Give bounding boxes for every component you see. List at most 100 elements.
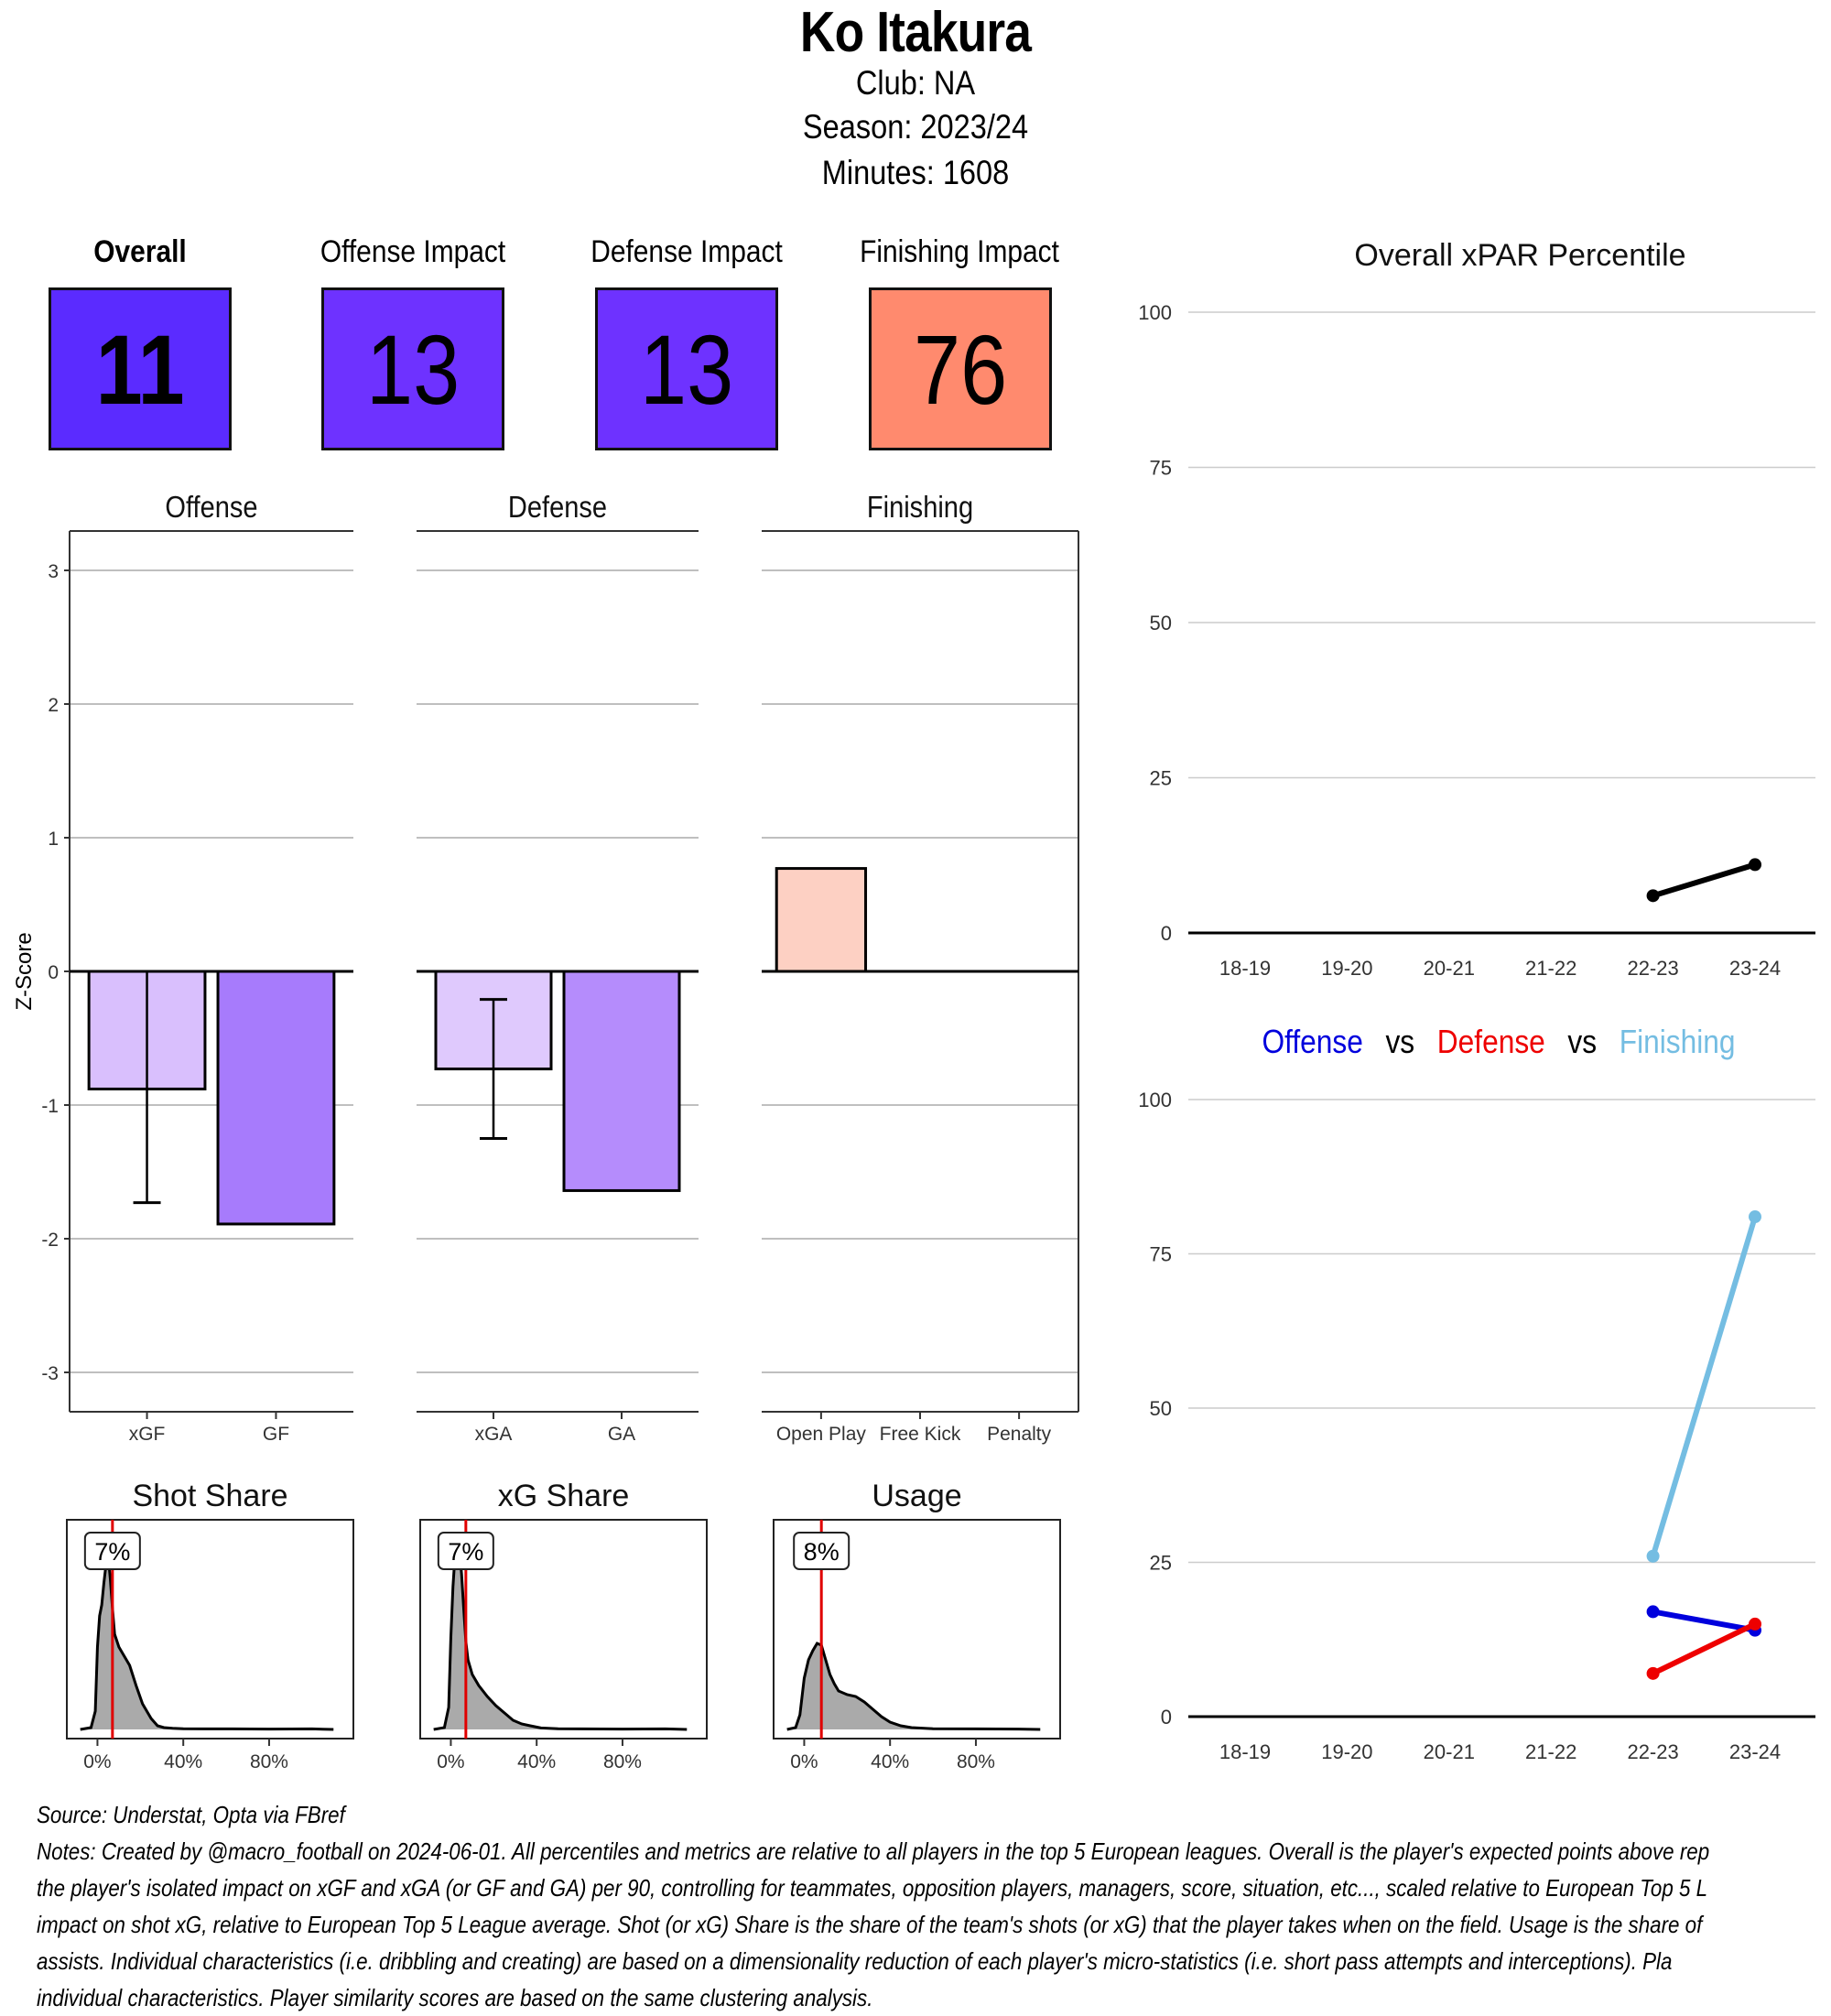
x-tick-label: GA <box>608 1424 635 1445</box>
y-tick-label: 100 <box>1138 301 1172 324</box>
y-tick-label: 3 <box>48 561 59 582</box>
legend-vs-2: vs <box>1567 1023 1598 1060</box>
series-line-offense <box>1652 1609 1756 1633</box>
offense-impact-box: 13 <box>321 287 504 450</box>
x-tick-label: 0% <box>437 1751 464 1772</box>
x-tick-label: 21-22 <box>1525 957 1576 980</box>
notes-line: assists. Individual characteristics (i.e… <box>37 1947 1673 1975</box>
x-tick-label: 23-24 <box>1729 1740 1781 1763</box>
x-tick-label: 40% <box>164 1751 202 1772</box>
defense-impact-value: 13 <box>639 313 734 425</box>
series-point-overall <box>1646 889 1660 903</box>
zscore-bar-charts: Z-Score Offense 3 2 1 0 -1 -2 -3 xGF GF Defense xGA G… <box>12 490 1079 1445</box>
value-label-box <box>83 1532 141 1570</box>
line-chart-title: Overall xPAR Percentile <box>1354 238 1685 273</box>
y-tick-label: 2 <box>48 695 59 716</box>
club-label: Club: NA <box>855 64 976 102</box>
value-label-box <box>793 1532 850 1570</box>
panel-title: Defense <box>508 490 607 524</box>
y-tick-label: 75 <box>1150 457 1172 480</box>
density-title: xG Share <box>498 1479 630 1513</box>
series-line-defense <box>1652 1621 1757 1676</box>
series-point-overall <box>1749 858 1761 872</box>
bar-gf <box>216 970 336 1226</box>
value-label-box <box>437 1532 494 1570</box>
y-tick-label: 0 <box>1161 922 1172 945</box>
x-tick-label: 20-21 <box>1424 1740 1475 1763</box>
panel-title: Offense <box>165 490 257 524</box>
legend-defense: Defense <box>1436 1023 1545 1060</box>
bar-ga <box>562 970 681 1192</box>
x-tick-label: 80% <box>250 1751 288 1772</box>
series-point-finishing <box>1646 1549 1660 1563</box>
value-label: 7% <box>94 1538 130 1566</box>
x-tick-label: xGA <box>475 1424 513 1445</box>
x-tick-label: 80% <box>603 1751 642 1772</box>
density-area <box>786 1643 1041 1729</box>
density-line <box>80 1555 334 1731</box>
notes-line: impact on shot xG, relative to European … <box>37 1911 1703 1938</box>
x-tick-label: Free Kick <box>880 1424 961 1445</box>
y-tick-label: -3 <box>41 1363 59 1384</box>
season-label: Season: 2023/24 <box>802 108 1029 146</box>
legend-vs-1: vs <box>1385 1023 1415 1060</box>
density-line <box>433 1543 688 1731</box>
finishing-impact-label: Finishing Impact <box>860 234 1059 269</box>
defense-impact-label: Defense Impact <box>590 234 783 269</box>
y-tick-label: 75 <box>1150 1243 1172 1266</box>
notes-line: the player's isolated impact on xGF and … <box>37 1874 1708 1902</box>
x-tick-label: 0% <box>790 1751 818 1772</box>
source-line: Source: Understat, Opta via FBref <box>37 1801 345 1828</box>
y-tick-label: 1 <box>48 829 59 850</box>
percentile-line-charts: Overall xPAR Percentile 0 25 50 75 100 18-19 19… <box>1138 238 1815 1763</box>
density-title: Shot Share <box>132 1479 287 1513</box>
density-line <box>786 1642 1041 1731</box>
x-tick-label: 40% <box>517 1751 556 1772</box>
legend-finishing: Finishing <box>1619 1023 1736 1060</box>
y-tick-label: 25 <box>1150 767 1172 790</box>
y-tick-label: 0 <box>48 962 59 983</box>
series-point-defense <box>1749 1617 1761 1631</box>
overall-label: Overall <box>93 234 187 269</box>
defense-impact-box: 13 <box>595 287 778 450</box>
y-tick-label: 50 <box>1150 612 1172 634</box>
offense-impact-label: Offense Impact <box>320 234 506 269</box>
series-line-overall <box>1652 862 1756 899</box>
x-tick-label: 20-21 <box>1424 957 1475 980</box>
notes-line: Notes: Created by @macro_football on 202… <box>37 1837 1710 1865</box>
value-label: 7% <box>448 1538 483 1566</box>
bar-open-play <box>775 867 868 973</box>
series-point-finishing <box>1749 1210 1761 1224</box>
x-tick-label: 19-20 <box>1321 1740 1372 1763</box>
finishing-impact-box: 76 <box>869 287 1052 450</box>
y-tick-label: 50 <box>1150 1397 1172 1420</box>
y-tick-label: 0 <box>1161 1706 1172 1729</box>
legend-offense: Offense <box>1262 1023 1363 1060</box>
x-tick-label: 22-23 <box>1627 957 1678 980</box>
x-tick-label: 22-23 <box>1627 1740 1678 1763</box>
x-tick-label: 18-19 <box>1219 1740 1271 1763</box>
overall-score-box: 11 <box>49 287 232 450</box>
finishing-impact-value: 76 <box>913 313 1008 425</box>
overall-score-value: 11 <box>95 313 185 425</box>
x-tick-label: 21-22 <box>1525 1740 1576 1763</box>
footer-notes: Source: Understat, Opta via FBref Notes:… <box>37 1796 1831 2016</box>
series-line-finishing <box>1650 1216 1758 1557</box>
x-tick-label: 80% <box>957 1751 995 1772</box>
minutes-label: Minutes: 1608 <box>821 154 1010 191</box>
y-tick-label: 100 <box>1138 1089 1172 1111</box>
series-point-defense <box>1646 1666 1660 1680</box>
player-name: Ko Itakura <box>799 1 1032 64</box>
x-tick-label: Penalty <box>987 1424 1052 1445</box>
series-point-offense <box>1646 1605 1660 1619</box>
x-tick-label: 40% <box>871 1751 909 1772</box>
x-tick-label: Open Play <box>776 1424 867 1445</box>
x-tick-label: xGF <box>129 1424 166 1445</box>
panel-title: Finishing <box>867 490 973 524</box>
legend: Offense vs Defense vs Finishing <box>1251 1023 1747 1061</box>
y-tick-label: 25 <box>1150 1552 1172 1575</box>
x-tick-label: 18-19 <box>1219 957 1271 980</box>
x-tick-label: 23-24 <box>1729 957 1781 980</box>
y-tick-label: -1 <box>41 1096 59 1117</box>
